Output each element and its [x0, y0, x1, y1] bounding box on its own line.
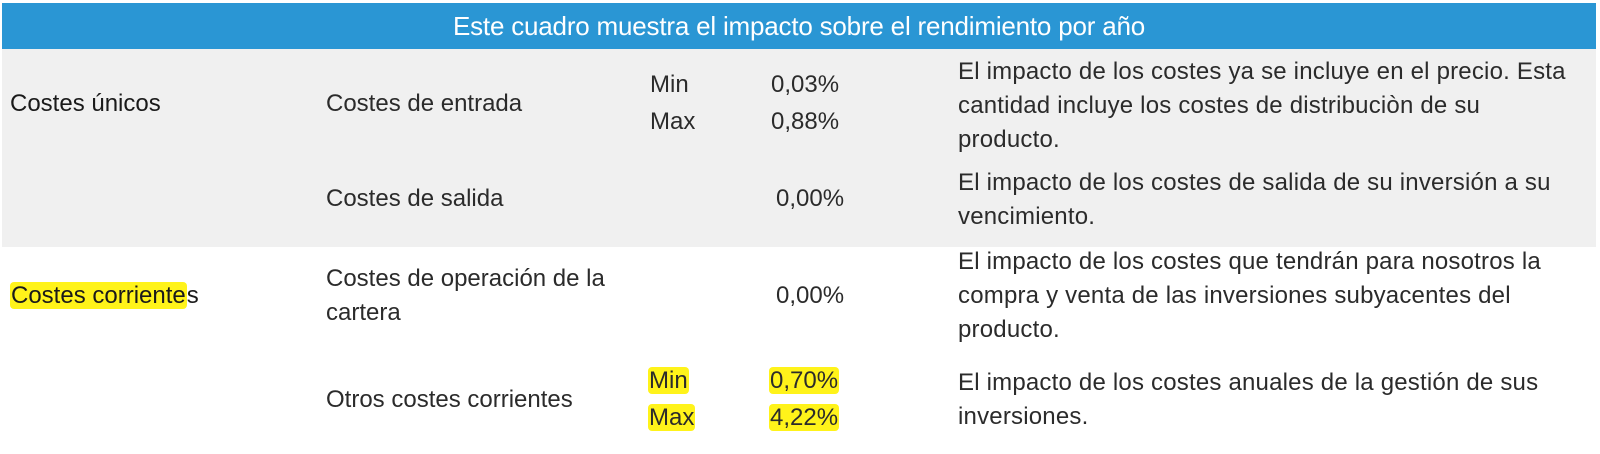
section-one-off-costs	[2, 49, 1596, 247]
table-title: Este cuadro muestra el impacto sobre el …	[452, 10, 1145, 41]
entry-min-value: 0,03%	[771, 71, 840, 98]
other-max-label: Max	[648, 404, 696, 431]
highlight-mark: Costes corriente	[10, 282, 187, 309]
row-label-exit: Costes de salida	[326, 185, 504, 212]
entry-description: El impacto de los costes ya se incluye e…	[958, 58, 1566, 153]
entry-max-label: Max	[650, 108, 696, 135]
exit-value: 0,00%	[776, 185, 845, 212]
table-header: Este cuadro muestra el impacto sobre el …	[2, 3, 1596, 49]
row-label-other-ongoing: Otros costes corrientes	[326, 386, 573, 413]
other-min-value: 0,70%	[769, 367, 840, 394]
exit-description: El impacto de los costes de salida de su…	[958, 169, 1551, 230]
portfolio-description: El impacto de los costes que tendrán par…	[958, 248, 1541, 343]
other-min-label: Min	[648, 367, 689, 394]
category-ongoing: Costes corrientes	[10, 282, 199, 309]
row-label-entry: Costes de entrada	[326, 90, 523, 117]
entry-min-label: Min	[650, 71, 689, 98]
other-max-value: 4,22%	[769, 404, 840, 431]
row-label-portfolio: Costes de operación de la cartera	[326, 265, 605, 326]
category-one-off: Costes únicos	[10, 90, 161, 117]
portfolio-value: 0,00%	[776, 282, 845, 309]
entry-max-value: 0,88%	[771, 108, 840, 135]
other-ongoing-description: El impacto de los costes anuales de la g…	[958, 369, 1539, 430]
